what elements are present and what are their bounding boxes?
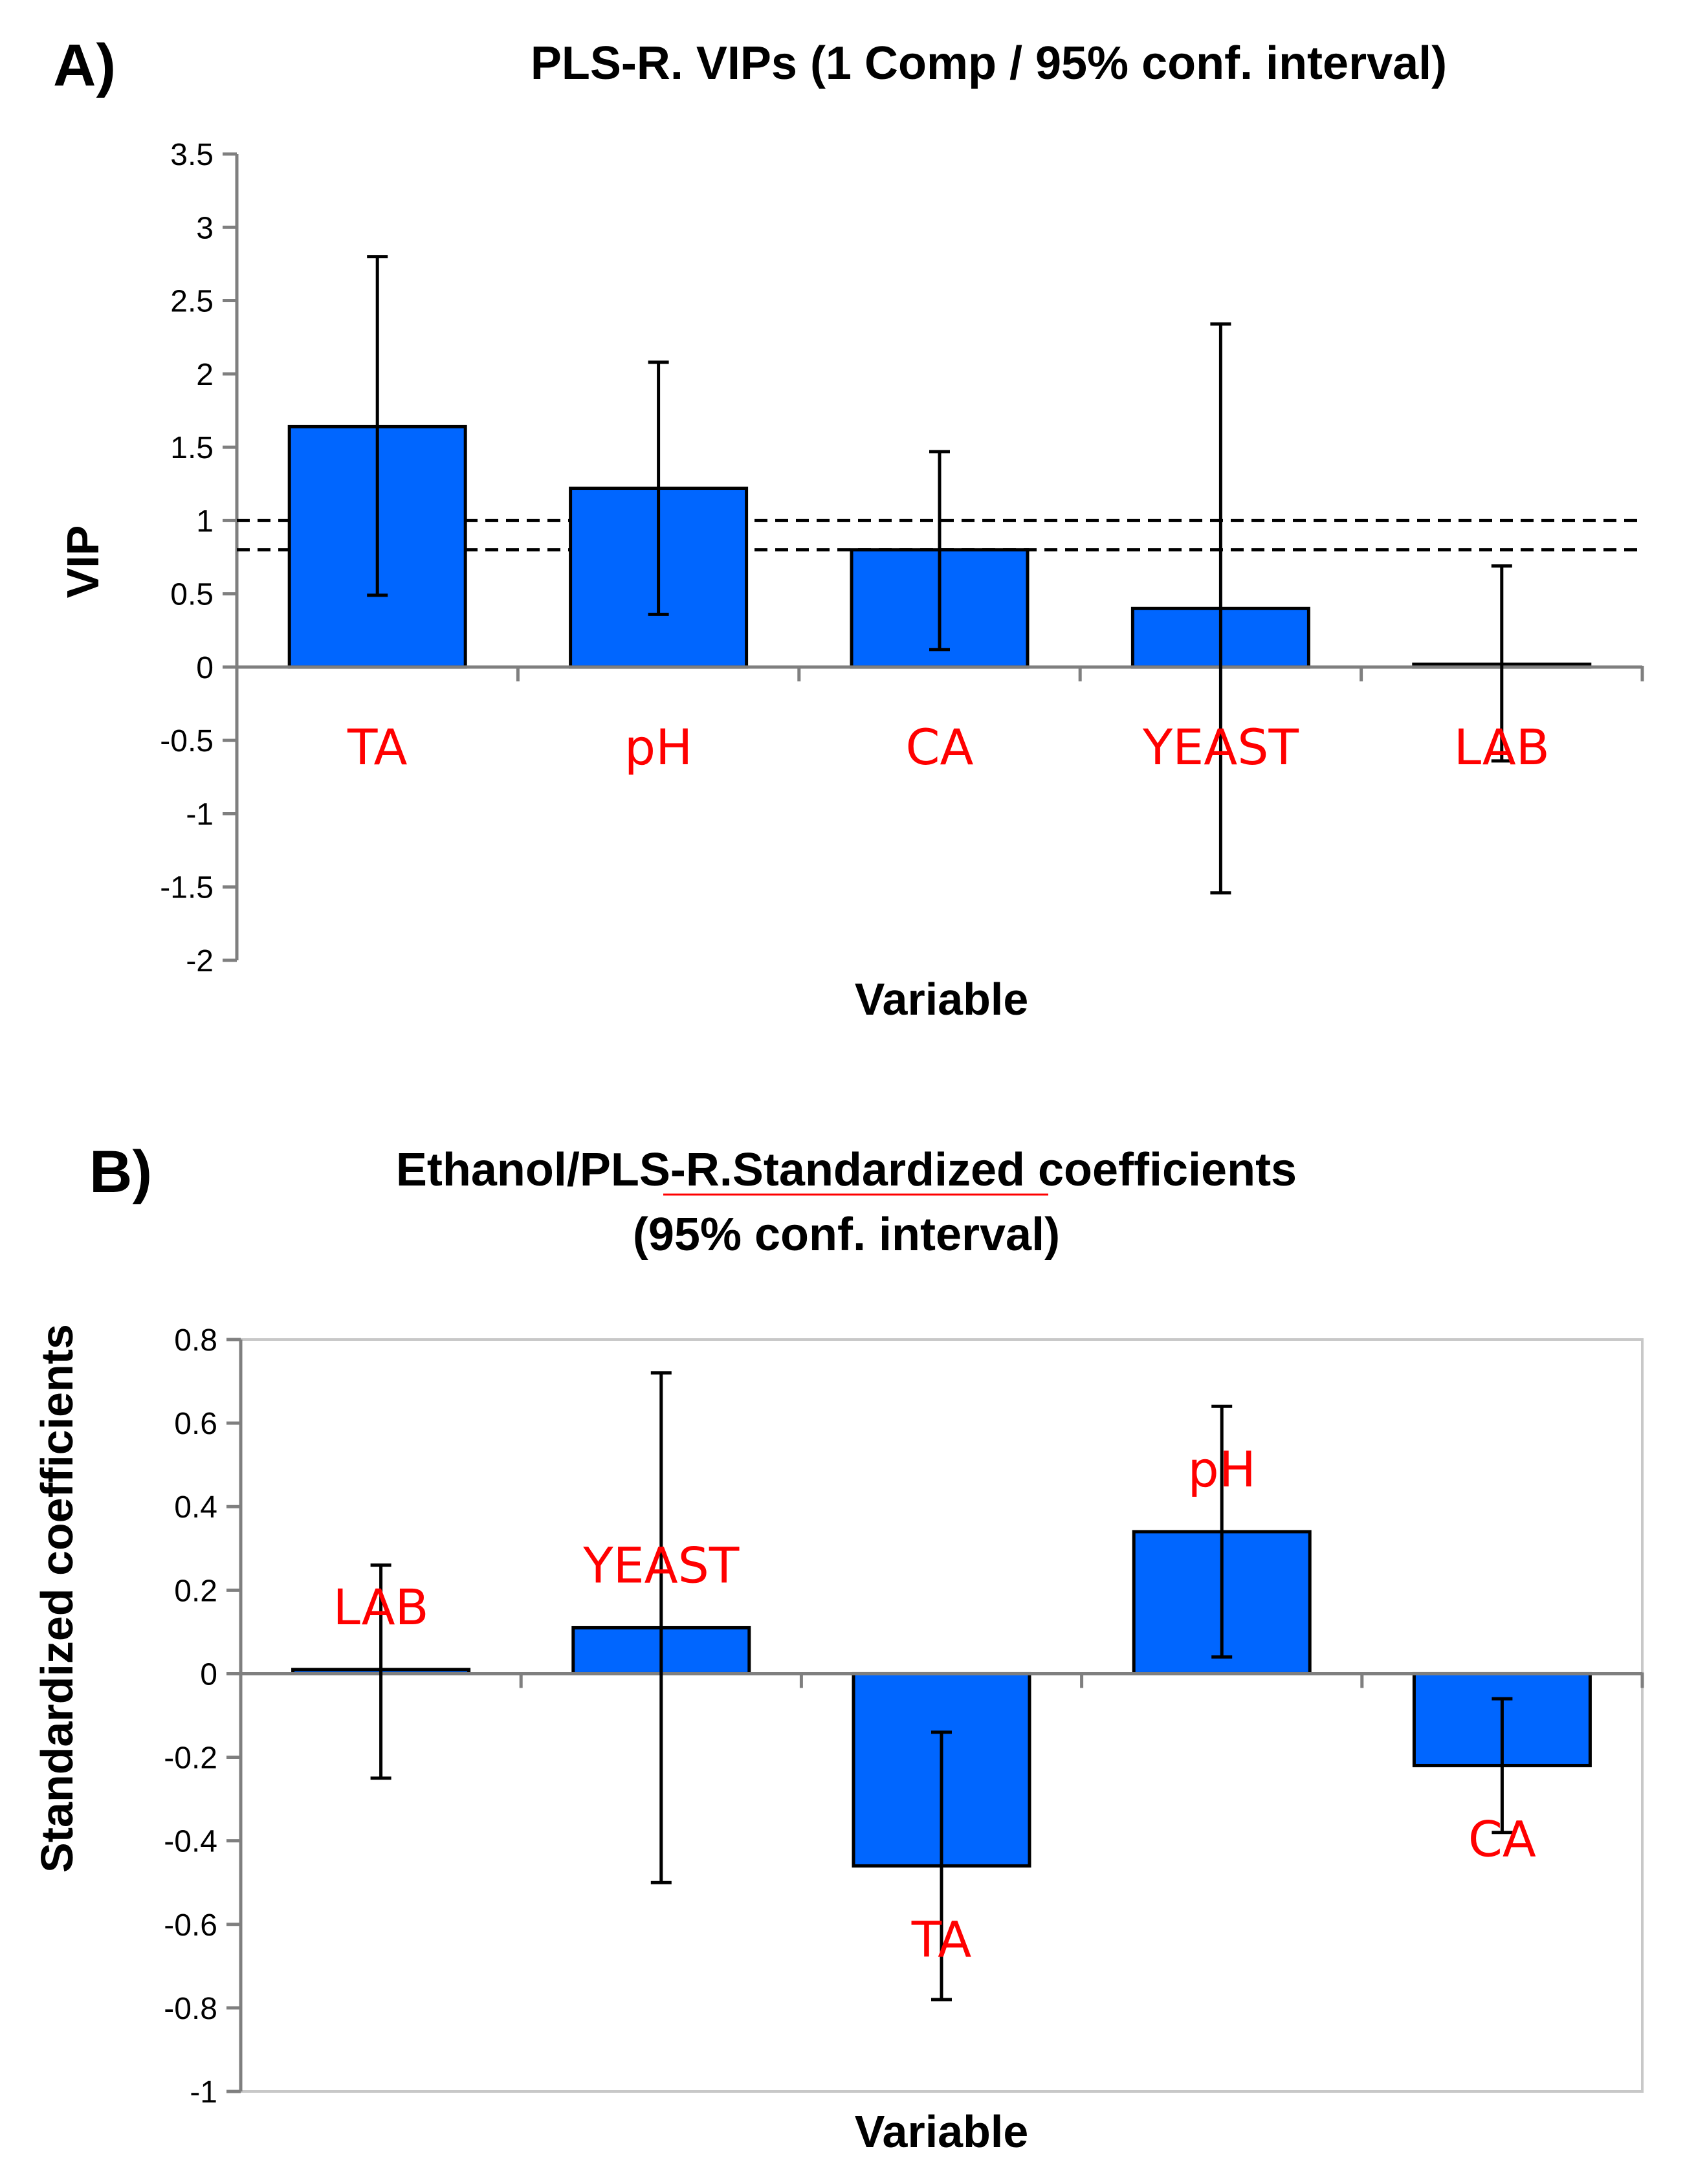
y-tick-label: -1 xyxy=(190,2075,217,2110)
y-tick-label: 0.4 xyxy=(174,1490,217,1525)
category-label: TA xyxy=(911,1910,972,1968)
y-tick-label: 2.5 xyxy=(170,285,214,319)
y-tick-label: -0.8 xyxy=(164,1992,217,2026)
panel-a-label: A) xyxy=(53,32,116,98)
category-label: TA xyxy=(347,718,408,776)
panel-a-y-axis-title: VIP xyxy=(58,525,108,599)
category-label: YEAST xyxy=(1142,718,1299,776)
category-label: CA xyxy=(905,718,973,776)
y-tick-label: -0.2 xyxy=(164,1741,217,1776)
y-tick-label: 0 xyxy=(196,651,214,685)
y-tick-label: -1 xyxy=(186,797,214,832)
y-tick-label: 0.6 xyxy=(174,1407,217,1441)
panel-b-title: Ethanol/PLS-R.Standardized coefficients xyxy=(396,1144,1297,1196)
category-label: YEAST xyxy=(582,1536,740,1594)
panel-b-title-line2: (95% conf. interval) xyxy=(633,1209,1060,1261)
panel-a: A) PLS-R. VIPs (1 Comp / 95% conf. inter… xyxy=(53,32,1644,1024)
y-tick-label: -2 xyxy=(186,944,214,978)
y-tick-label: 0.8 xyxy=(174,1323,217,1358)
y-tick-label: 0.5 xyxy=(170,578,214,612)
panel-b-y-axis-title: Standardized coefficients xyxy=(32,1324,82,1873)
category-label: pH xyxy=(1188,1440,1256,1498)
category-label: LAB xyxy=(1454,718,1550,776)
panel-b: B) Ethanol/PLS-R.Standardized coefficien… xyxy=(32,1139,1644,2157)
y-tick-label: -0.5 xyxy=(160,724,214,758)
category-label: CA xyxy=(1468,1810,1536,1868)
y-tick-label: 0.2 xyxy=(174,1574,217,1608)
y-tick-label: 1 xyxy=(196,504,214,538)
y-tick-label: 3.5 xyxy=(170,138,214,172)
panel-b-label: B) xyxy=(89,1139,152,1205)
y-tick-label: 3 xyxy=(196,211,214,245)
y-tick-label: -0.4 xyxy=(164,1825,217,1859)
y-tick-label: 2 xyxy=(196,358,214,392)
y-tick-label: 1.5 xyxy=(170,431,214,465)
category-label: LAB xyxy=(333,1578,428,1636)
panel-a-title: PLS-R. VIPs (1 Comp / 95% conf. interval… xyxy=(531,38,1447,89)
y-tick-label: 0 xyxy=(200,1657,217,1692)
panel-b-plot: 0.8 0.6 0.4 0.2 0 -0.2 -0.4 -0.6 -0.8 -1 LAB YEAST T… xyxy=(164,1323,1644,2110)
y-tick-label: -0.6 xyxy=(164,1908,217,1943)
panel-a-x-axis-title: Variable xyxy=(855,974,1029,1024)
category-label: pH xyxy=(624,718,692,776)
y-tick-label: -1.5 xyxy=(160,871,214,905)
panel-b-x-axis-title: Variable xyxy=(855,2106,1029,2157)
panel-a-plot: 3.5 3 2.5 2 1.5 1 0.5 0 -0.5 -1 -1.5 -2 TA pH CA YEAST L… xyxy=(160,138,1644,978)
